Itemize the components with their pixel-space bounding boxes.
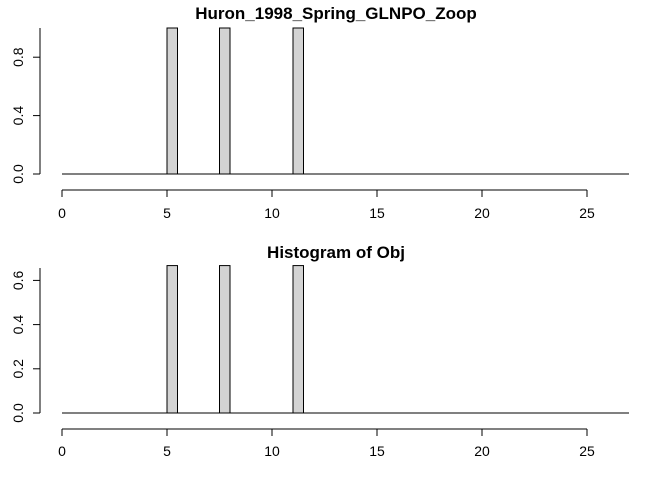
x-tick-label: 5 bbox=[163, 443, 171, 459]
y-tick-label: 0.4 bbox=[10, 315, 26, 335]
bar-1 bbox=[166, 27, 178, 175]
y-tick-label: 0.2 bbox=[10, 359, 26, 379]
x-tick-label: 10 bbox=[264, 443, 280, 459]
x-tick-label: 25 bbox=[579, 443, 595, 459]
x-tick-label: 20 bbox=[474, 205, 490, 221]
bar-3 bbox=[292, 265, 304, 414]
y-tick-label: 0.0 bbox=[10, 403, 26, 423]
chart-panel-2: Histogram of Obj 0 5 10 15 20 25 0.0 0.2 0.4 0.6 bbox=[10, 243, 629, 459]
chart-panel-1: Huron_1998_Spring_GLNPO_Zoop 0 5 10 15 20 25 0.… bbox=[10, 4, 629, 221]
chart-title: Histogram of Obj bbox=[267, 243, 405, 262]
x-tick-label: 0 bbox=[58, 205, 66, 221]
y-tick-label: 0.4 bbox=[10, 106, 26, 126]
x-tick-label: 10 bbox=[264, 205, 280, 221]
x-tick-label: 20 bbox=[474, 443, 490, 459]
y-tick-label: 0.6 bbox=[10, 270, 26, 290]
x-tick-label: 25 bbox=[579, 205, 595, 221]
chart-title: Huron_1998_Spring_GLNPO_Zoop bbox=[195, 4, 477, 23]
bar-1 bbox=[166, 265, 178, 414]
x-tick-label: 15 bbox=[369, 443, 385, 459]
x-tick-label: 0 bbox=[58, 443, 66, 459]
y-tick-label: 0.8 bbox=[10, 47, 26, 67]
bar-2 bbox=[219, 265, 231, 414]
x-tick-label: 5 bbox=[163, 205, 171, 221]
y-tick-label: 0.0 bbox=[10, 164, 26, 184]
bar-2 bbox=[219, 27, 231, 175]
x-tick-label: 15 bbox=[369, 205, 385, 221]
bar-3 bbox=[292, 27, 304, 175]
